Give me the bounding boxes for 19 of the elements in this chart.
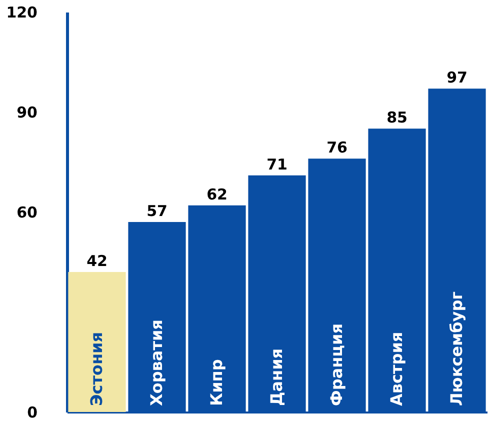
data-label: 76 (326, 138, 348, 157)
y-tick-label: 120 (6, 4, 38, 22)
data-label: 97 (446, 68, 468, 87)
y-tick-label: 60 (16, 204, 38, 222)
data-label: 57 (146, 202, 168, 220)
x-tick-label: Кипр (207, 359, 226, 406)
x-tick-label: Эстония (87, 332, 106, 406)
x-tick-label: Люксембург (447, 291, 466, 406)
data-label: 71 (266, 155, 288, 174)
data-label: 85 (386, 108, 408, 127)
x-tick-label: Дания (267, 348, 286, 406)
data-label: 62 (206, 185, 228, 204)
bar (68, 272, 126, 412)
x-tick-label: Хорватия (147, 320, 166, 406)
x-tick-label: Франция (327, 323, 346, 406)
y-tick-label: 0 (27, 404, 38, 422)
x-tick-label: Австрия (387, 332, 406, 406)
data-label: 42 (86, 252, 108, 270)
y-tick-label: 90 (16, 104, 38, 122)
